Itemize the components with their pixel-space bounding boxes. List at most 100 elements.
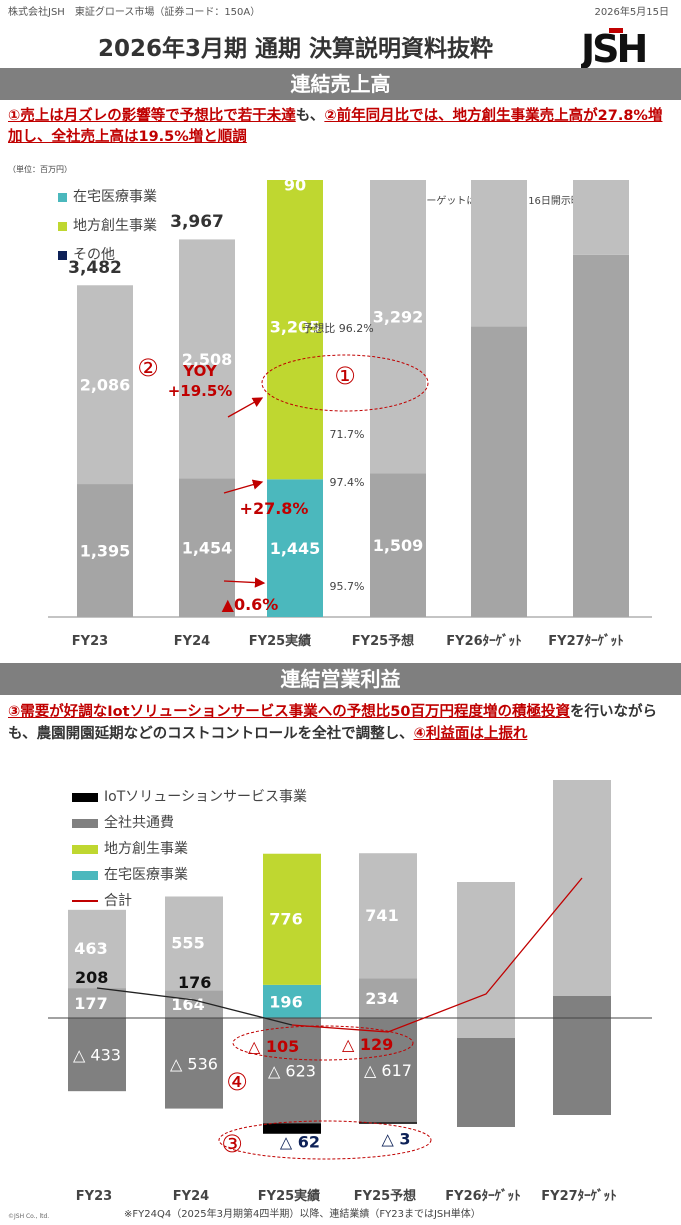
label-corporate: △ 433 — [73, 1046, 121, 1065]
category-label: FY26ﾀｰｹﾞｯﾄ — [445, 1188, 520, 1204]
label-home-medical: 177 — [74, 994, 107, 1013]
category-label: FY23 — [76, 1189, 112, 1204]
sales-chart: 1,395 2,086 3,482 FY23 1,454 2,508 3,967 FY24 1,… — [48, 180, 652, 649]
section-bar-sales: 連結売上高 — [0, 68, 681, 100]
bar-target-lower — [553, 996, 611, 1115]
profit-legend-item: 地方創生事業 — [72, 838, 188, 858]
bar-regional — [359, 853, 417, 979]
sales-legend-item: 地方創生事業 — [58, 215, 157, 235]
bar-home-medical — [263, 984, 321, 1018]
bar-target-lower — [573, 254, 629, 618]
legend-swatch — [58, 250, 67, 260]
logo-text: JSH — [581, 28, 646, 68]
profit-legend-item: IoTソリューションサービス事業 — [72, 786, 307, 806]
bar-regional — [165, 896, 223, 991]
bar-home-medical — [179, 478, 235, 617]
legend-label: 在宅医療事業 — [104, 867, 188, 883]
arrow-regional — [223, 479, 264, 494]
category-label: FY25実績 — [258, 1188, 320, 1204]
label-regional: 555 — [171, 933, 204, 952]
label-total: 3,967 — [170, 212, 224, 232]
bar-home-medical — [370, 473, 426, 617]
legend-swatch — [72, 818, 98, 828]
category-label: FY27ﾀｰｹﾞｯﾄ — [548, 633, 623, 649]
label-other: 90 — [284, 180, 306, 194]
profit-headline-part-0: ③需要が好調なIotソリューションサービス事業への予想比50百万円程度増の積極投… — [8, 704, 570, 720]
yoy-label: YOY — [182, 362, 218, 380]
label-iot: △ 3 — [381, 1129, 410, 1148]
yoy-value: +19.5% — [168, 382, 233, 400]
copyright: ©JSH Co., ltd. — [8, 1213, 50, 1220]
label-home-medical: 1,445 — [270, 539, 321, 558]
category-label: FY25予想 — [352, 633, 414, 649]
label-home-medical: 196 — [269, 992, 302, 1011]
profit-chart: 463 177 △ 433 FY23 555 164 △ 536 FY24 776 196 △ 62… — [48, 780, 652, 1204]
sales-legend-item: 在宅医療事業 — [58, 186, 157, 206]
legend-label: 地方創生事業 — [73, 218, 157, 234]
bar-corporate — [359, 1018, 417, 1123]
bar-regional — [263, 853, 321, 985]
sales-headline-part-2: ②前年同月比では、地方創生事業売上高が27.8%増加し、全社売上高は19.5%増… — [8, 108, 663, 145]
category-label: FY26ﾀｰｹﾞｯﾄ — [446, 633, 521, 649]
mark-1: ① — [334, 362, 356, 390]
sales-headline-part-1: も、 — [295, 108, 325, 124]
page-title: 2026年3月期 通期 決算説明資料抜粋 — [98, 36, 494, 62]
ratio-home: 95.7% — [330, 580, 365, 593]
category-label: FY24 — [173, 1189, 209, 1204]
category-label: FY24 — [174, 634, 210, 649]
bar-target-upper — [471, 180, 527, 327]
ratio-other: 71.7% — [330, 428, 365, 441]
legend-label: 在宅医療事業 — [73, 189, 157, 205]
legend-swatch — [58, 221, 67, 231]
legend-swatch — [72, 870, 98, 880]
ratio-regional: 97.4% — [330, 476, 365, 489]
bar-home-medical — [267, 479, 323, 617]
profit-headline-part-1: を行いながらも、農園開園延期などのコストコントロールを全社で調整し、 — [8, 704, 657, 742]
profit-legend-item: 全社共通費 — [72, 812, 174, 832]
bar-home-medical — [77, 484, 133, 617]
legend-swatch — [58, 192, 67, 202]
label-total: △ 129 — [342, 1035, 393, 1054]
profit-legend-item: 合計 — [72, 890, 132, 910]
bar-target-lower — [471, 326, 527, 617]
total-line-forecast — [291, 877, 583, 1033]
label-home-medical: 234 — [365, 989, 398, 1008]
mark-4: ④ — [226, 1068, 248, 1096]
label-regional: 3,292 — [373, 307, 424, 326]
legend-label: 地方創生事業 — [104, 841, 188, 857]
total-line-actual — [96, 987, 293, 1026]
label-total: 176 — [178, 973, 211, 992]
bar-corporate — [165, 1018, 223, 1109]
sales-legend-item: その他 — [58, 244, 115, 264]
label-regional: 2,508 — [182, 350, 233, 369]
bar-home-medical — [165, 990, 223, 1018]
bar-home-medical — [68, 988, 126, 1018]
label-home-medical: 1,395 — [80, 542, 131, 561]
label-iot: △ 62 — [280, 1132, 320, 1151]
bar-regional — [179, 239, 235, 479]
label-total: 208 — [75, 968, 108, 987]
mark-3: ③ — [221, 1130, 243, 1158]
bar-regional — [370, 180, 426, 474]
arrow-yoy — [227, 397, 264, 418]
company-line: 株式会社JSH 東証グロース市場（証券コード：150A） — [8, 7, 261, 18]
label-total: 3,482 — [68, 258, 122, 278]
label-corporate: △ 617 — [364, 1061, 412, 1080]
category-label: FY25実績 — [249, 633, 311, 649]
home-change: ▲0.6% — [222, 595, 279, 614]
arrow-home — [223, 577, 266, 588]
bar-target-upper — [457, 882, 515, 1038]
legend-swatch — [72, 900, 98, 902]
profit-legend-item: 在宅医療事業 — [72, 864, 188, 884]
profit-headline: ③需要が好調なIotソリューションサービス事業への予想比50百万円程度増の積極投… — [8, 701, 673, 745]
category-label: FY23 — [72, 634, 108, 649]
label-regional: 741 — [365, 906, 398, 925]
bar-target-upper — [573, 180, 629, 255]
unit-label: （単位：百万円） — [8, 165, 72, 174]
profit-headline-part-2: ④利益面は上振れ — [413, 726, 528, 742]
bar-target-upper — [553, 780, 611, 996]
bar-iot — [359, 1122, 417, 1124]
label-home-medical: 1,509 — [373, 536, 424, 555]
bar-target-lower — [457, 1038, 515, 1127]
bar-regional — [68, 909, 126, 989]
